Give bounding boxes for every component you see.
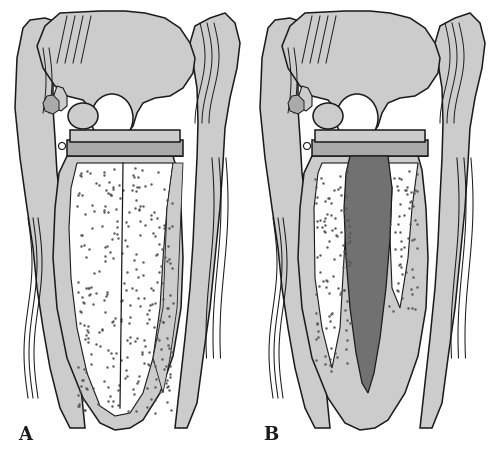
Polygon shape bbox=[260, 18, 330, 428]
Ellipse shape bbox=[336, 94, 378, 142]
Ellipse shape bbox=[91, 94, 133, 142]
Polygon shape bbox=[15, 18, 85, 428]
Circle shape bbox=[304, 143, 310, 149]
Polygon shape bbox=[153, 163, 183, 393]
Polygon shape bbox=[175, 13, 240, 428]
Polygon shape bbox=[298, 156, 428, 430]
Polygon shape bbox=[344, 156, 392, 393]
Polygon shape bbox=[288, 95, 304, 114]
Polygon shape bbox=[298, 86, 312, 111]
Circle shape bbox=[58, 143, 66, 149]
Bar bbox=[312, 140, 428, 156]
Polygon shape bbox=[53, 86, 67, 111]
Polygon shape bbox=[314, 163, 350, 368]
Polygon shape bbox=[388, 163, 418, 308]
Ellipse shape bbox=[68, 103, 98, 129]
Ellipse shape bbox=[313, 103, 343, 129]
Polygon shape bbox=[37, 11, 195, 138]
Text: A: A bbox=[18, 426, 32, 444]
Text: B: B bbox=[263, 426, 278, 444]
Bar bbox=[70, 130, 180, 142]
Polygon shape bbox=[43, 95, 59, 114]
Polygon shape bbox=[420, 13, 485, 428]
Bar bbox=[315, 130, 425, 142]
Polygon shape bbox=[69, 163, 173, 416]
Polygon shape bbox=[53, 156, 183, 430]
Polygon shape bbox=[282, 11, 440, 138]
Bar bbox=[67, 140, 183, 156]
